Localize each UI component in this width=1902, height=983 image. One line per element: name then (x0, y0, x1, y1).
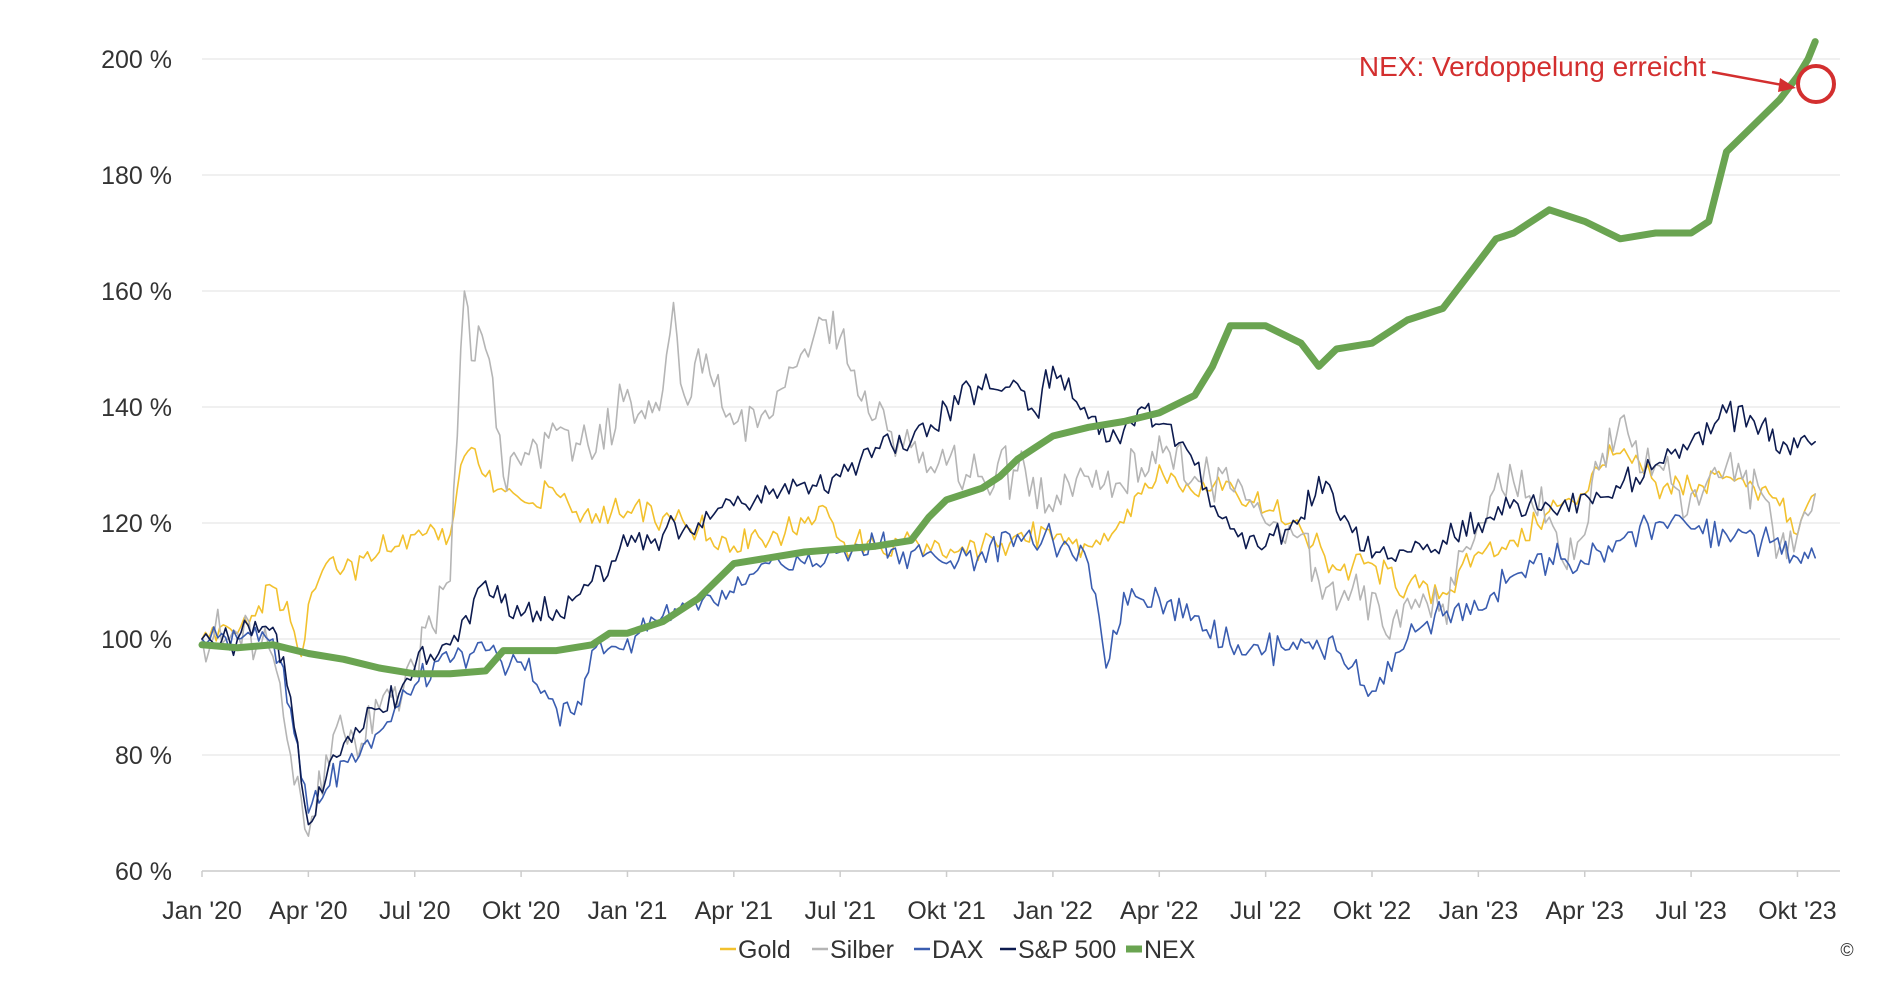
annotation: NEX: Verdoppelung erreicht (1359, 51, 1836, 104)
x-tick-label: Jan '22 (1013, 897, 1093, 925)
x-axis: Jan '20 Apr '20 Jul '20 Okt '20 Jan '21 Apr '… (162, 870, 1840, 925)
x-tick-label: Jan '23 (1438, 897, 1518, 925)
annotation-arrow-line (1711, 70, 1789, 88)
x-tick-label: Jul '22 (1230, 897, 1301, 925)
x-tick-label: Okt '22 (1333, 897, 1411, 925)
x-tick-label: Jul '20 (379, 897, 450, 925)
grid-lines (202, 58, 1840, 872)
x-tick-label: Okt '21 (907, 897, 985, 925)
y-tick-label: 160 % (101, 278, 172, 306)
legend-label: NEX (1144, 936, 1196, 964)
copyright-mark: © (1840, 940, 1853, 960)
x-tick-label: Jan '21 (588, 897, 668, 925)
x-tick-label: Okt '20 (482, 897, 560, 925)
series-line-silber (201, 290, 1816, 837)
x-tick-label: Apr '22 (1120, 897, 1198, 925)
annotation-circle (1796, 64, 1836, 104)
y-tick-label: 140 % (101, 394, 172, 422)
series-line-nex (198, 38, 1819, 678)
legend-label: Gold (738, 936, 791, 964)
x-tick-label: Jan '20 (162, 897, 242, 925)
x-tick-label: Okt '23 (1758, 897, 1836, 925)
legend-label: S&P 500 (1018, 936, 1116, 964)
legend-label: Silber (830, 936, 894, 964)
x-tick-label: Jul '21 (804, 897, 875, 925)
y-tick-label: 120 % (101, 510, 172, 538)
annotation-text: NEX: Verdoppelung erreicht (1359, 51, 1706, 82)
y-tick-label: 200 % (101, 46, 172, 74)
y-axis-ticks: 60 % 80 % 100 % 120 % 140 % 160 % 180 % 200 % (101, 46, 172, 886)
legend: Gold Silber DAX S&P 500 NEX (720, 936, 1196, 964)
y-tick-label: 180 % (101, 162, 172, 190)
y-tick-label: 60 % (115, 858, 172, 886)
x-tick-label: Apr '21 (695, 897, 773, 925)
x-tick-label: Apr '23 (1546, 897, 1624, 925)
annotation-arrow-head (1778, 78, 1796, 92)
series-lines (198, 38, 1819, 837)
x-tick-label: Jul '23 (1655, 897, 1726, 925)
series-line-dax (201, 514, 1816, 814)
series-line-gold (201, 444, 1816, 658)
y-tick-label: 100 % (101, 626, 172, 654)
series-line-s-p-500 (201, 365, 1816, 826)
legend-label: DAX (932, 936, 984, 964)
y-tick-label: 80 % (115, 742, 172, 770)
x-tick-label: Apr '20 (269, 897, 347, 925)
